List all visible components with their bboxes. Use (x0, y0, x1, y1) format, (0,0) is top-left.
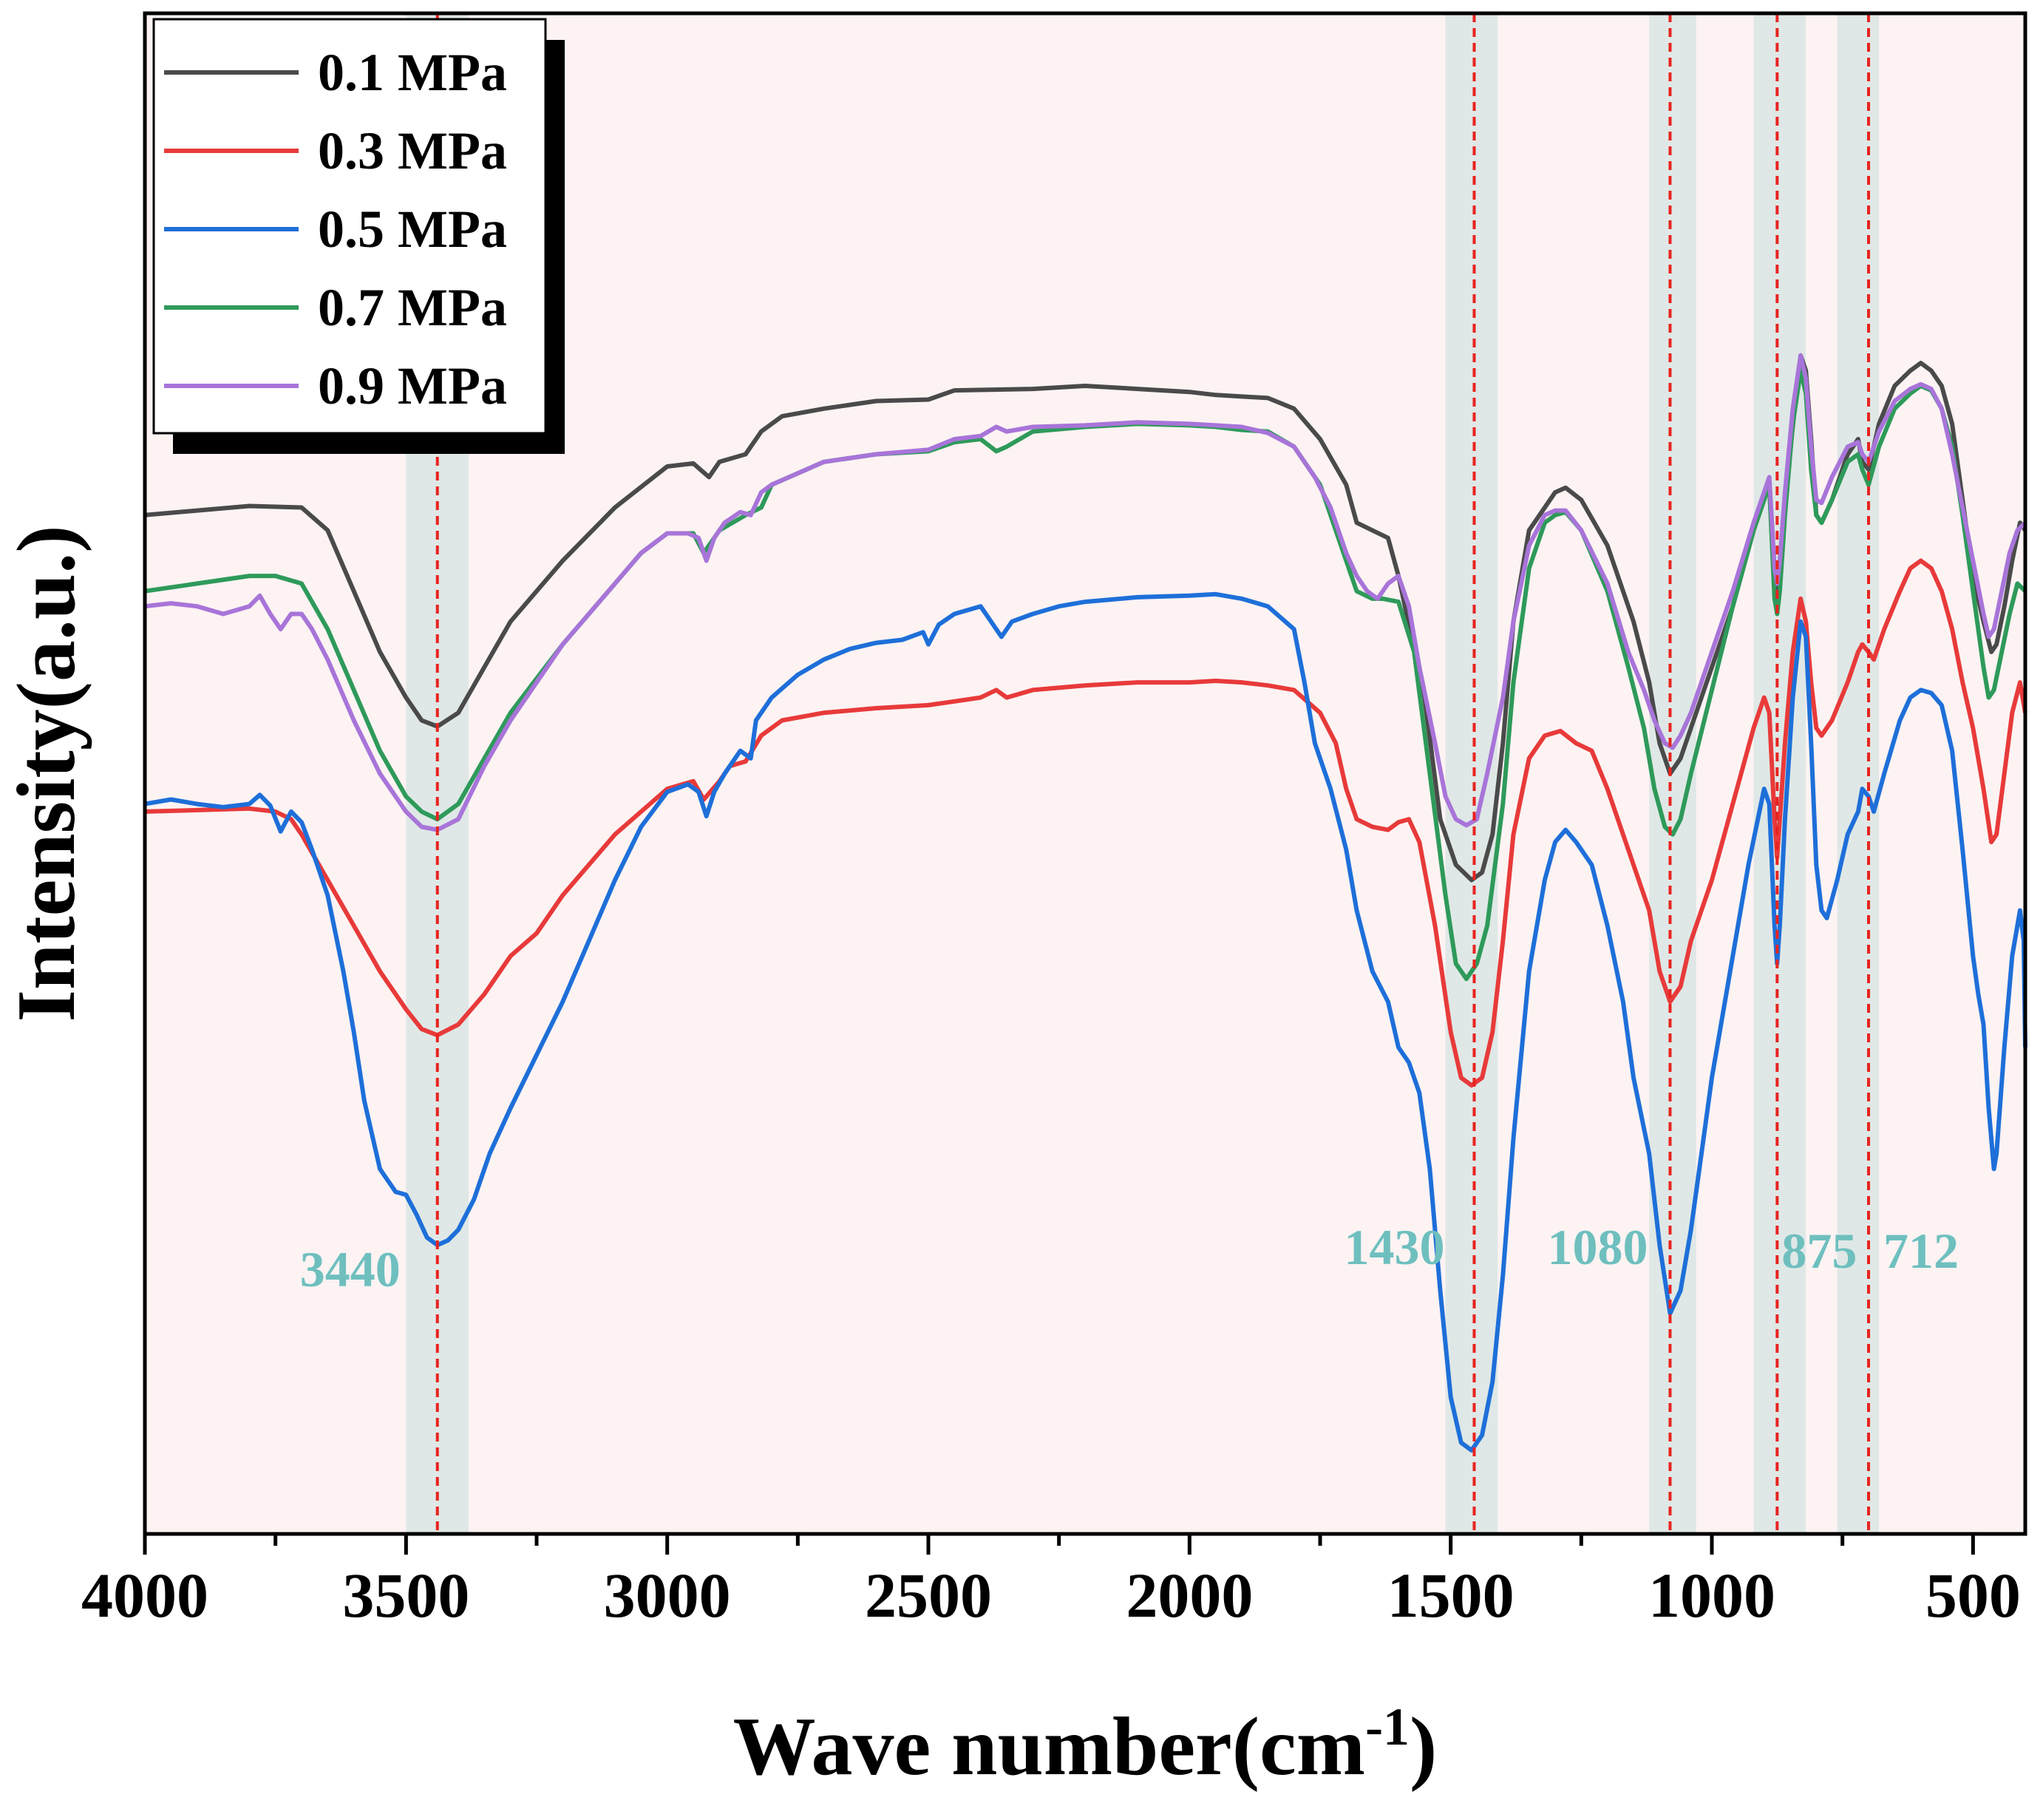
chart-svg: 3440 1430 1080 875 712 4000 3500 3000 2500 2000 1… (0, 0, 2043, 1816)
x-tick-label: 4000 (81, 1560, 208, 1631)
legend-label: 0.1 MPa (318, 43, 507, 102)
band-712 (1838, 13, 1880, 1534)
legend-label: 0.5 MPa (318, 200, 507, 259)
x-tick-label: 2000 (1126, 1560, 1253, 1631)
legend-label: 0.7 MPa (318, 278, 507, 337)
band-label-1080: 1080 (1547, 1219, 1648, 1275)
band-label-875: 875 (1781, 1223, 1857, 1279)
band-1430 (1446, 13, 1498, 1534)
x-axis-title-superscript: -1 (1365, 1697, 1410, 1756)
x-tick-label: 3000 (604, 1560, 731, 1631)
x-axis-title-suffix: ) (1410, 1701, 1437, 1793)
band-875 (1754, 13, 1806, 1534)
y-axis-title: Intensity(a.u.) (1, 525, 92, 1022)
x-axis-title-main: Wave number(cm (733, 1701, 1365, 1793)
x-tick-label: 500 (1925, 1560, 2021, 1631)
legend-label: 0.9 MPa (318, 356, 507, 415)
ftir-chart: 3440 1430 1080 875 712 4000 3500 3000 2500 2000 1… (0, 0, 2043, 1816)
x-tick-label: 3500 (342, 1560, 469, 1631)
x-axis-ticks: 4000 3500 3000 2500 2000 1500 1000 500 (81, 1534, 2021, 1631)
band-label-1430: 1430 (1344, 1219, 1444, 1275)
band-label-3440: 3440 (300, 1241, 401, 1297)
legend: 0.1 MPa 0.3 MPa 0.5 MPa 0.7 MPa 0.9 MPa (154, 19, 565, 454)
x-tick-label: 2500 (865, 1560, 992, 1631)
x-tick-label: 1000 (1648, 1560, 1775, 1631)
x-axis-title: Wave number(cm-1) (733, 1697, 1438, 1793)
band-label-712: 712 (1883, 1223, 1959, 1279)
x-tick-label: 1500 (1387, 1560, 1515, 1631)
legend-label: 0.3 MPa (318, 121, 507, 180)
